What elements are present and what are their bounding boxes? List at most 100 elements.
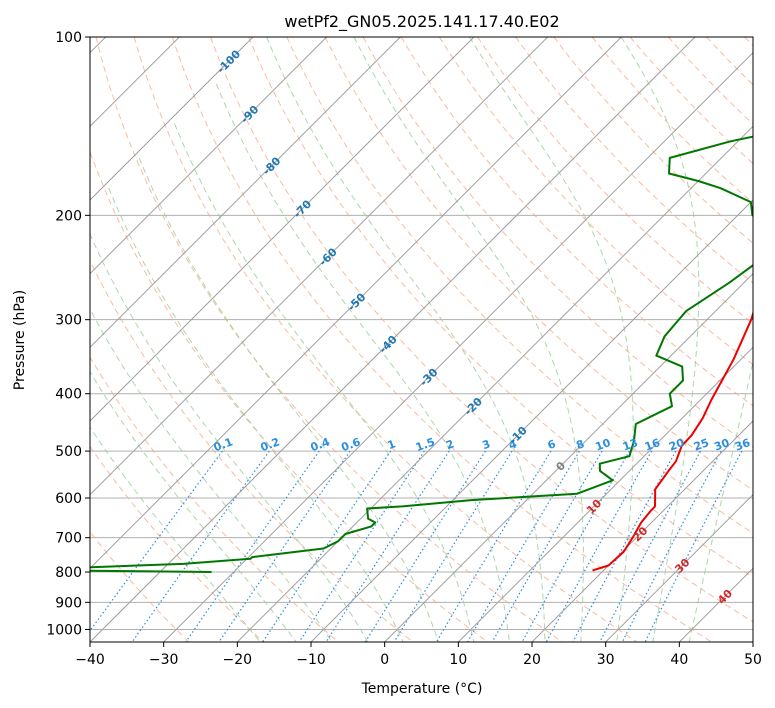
mixing-ratio-label: 1.5 — [414, 435, 437, 454]
x-tick-label: −20 — [223, 652, 253, 668]
dry-adiabat-line — [210, 37, 753, 623]
x-tick-label: 0 — [380, 652, 389, 668]
isotherm-line — [310, 199, 753, 642]
dry-adiabat-line — [90, 445, 264, 642]
x-tick-label: 40 — [670, 652, 688, 668]
y-tick-label: 900 — [55, 595, 82, 611]
dry-adiabat-line — [400, 37, 753, 407]
dry-adiabat-line — [438, 37, 753, 366]
moist-adiabat-line — [353, 37, 584, 642]
reference-lines — [90, 37, 753, 642]
isotherm-line — [90, 37, 254, 201]
dry-adiabat-line — [95, 37, 563, 642]
chart-title: wetPf2_GN05.2025.141.17.40.E02 — [284, 12, 559, 32]
y-axis-title: Pressure (hPa) — [12, 290, 28, 390]
mixing-ratio-label: 10 — [594, 436, 613, 454]
moist-adiabat-line — [90, 426, 261, 642]
x-tick-label: 30 — [597, 652, 615, 668]
dry-adiabat-line — [591, 37, 753, 204]
isotherm-line — [384, 272, 753, 642]
mixing-ratio-line — [545, 450, 653, 642]
y-tick-label: 600 — [55, 491, 82, 507]
mixing-ratio-line — [644, 450, 743, 642]
mixing-ratio-line — [521, 450, 631, 642]
x-tick-label: 50 — [744, 652, 762, 668]
mixing-ratio-label: 0.2 — [259, 435, 282, 454]
dry-adiabat-line — [248, 37, 753, 578]
isotherm-line — [90, 37, 549, 496]
mixing-ratio-label: 3 — [480, 437, 492, 452]
dry-adiabat-line — [324, 37, 753, 491]
isotherm-line — [90, 37, 696, 642]
mixing-ratio-label: 16 — [643, 436, 662, 454]
mixing-ratio-label: 30 — [712, 436, 731, 454]
y-tick-label: 200 — [55, 208, 82, 224]
mixing-ratio-label: 0.1 — [212, 435, 235, 454]
mixing-ratio-label: 20 — [667, 436, 686, 454]
x-tick-label: −40 — [75, 652, 105, 668]
isotherm-line — [90, 37, 401, 349]
isotherm-line — [90, 37, 475, 422]
mixing-ratio-label: 13 — [621, 436, 640, 453]
isotherm-line — [531, 420, 753, 642]
mixing-ratio-label: 0.6 — [340, 435, 363, 454]
mixing-ratio-label: 8 — [574, 437, 586, 452]
moist-adiabat-line — [90, 370, 297, 642]
moist-adiabat-line — [215, 83, 510, 642]
mixing-ratio-line — [218, 450, 351, 642]
mixing-ratio-line — [599, 450, 702, 642]
dry-adiabat-line — [553, 37, 753, 244]
dewpoint-profile-line — [90, 135, 753, 573]
mixing-ratio-label: 1 — [386, 437, 398, 452]
y-tick-label: 100 — [55, 30, 82, 46]
isotherm-line — [457, 346, 753, 642]
moist-adiabat-line — [90, 308, 333, 642]
mixing-ratio-label: 0.4 — [309, 435, 332, 454]
dry-adiabat-line — [133, 37, 638, 642]
mixing-ratio-line — [491, 450, 603, 642]
mixing-ratio-line — [572, 450, 677, 642]
isotherm-line — [605, 493, 753, 642]
dry-adiabat-line — [171, 37, 712, 642]
profile-lines — [90, 135, 753, 573]
mixing-ratio-line — [621, 450, 722, 642]
x-tick-label: 20 — [523, 652, 541, 668]
mixing-ratio-line — [298, 450, 425, 642]
mixing-ratio-label: 6 — [546, 437, 558, 452]
mixing-ratio-line — [262, 450, 392, 642]
mixing-ratio-label: 2 — [444, 437, 456, 452]
moist-adiabat-line — [688, 358, 753, 642]
mixing-ratio-label: 25 — [692, 436, 711, 453]
moist-adiabat-line — [620, 37, 700, 642]
moist-adiabat-line — [108, 188, 404, 642]
isotherm-line — [163, 51, 753, 642]
mixing-ratio-label: 4 — [507, 437, 519, 452]
y-tick-label: 700 — [55, 531, 82, 547]
temperature-profile-line — [592, 310, 753, 572]
plot-frame — [89, 36, 754, 643]
mixing-ratio-line — [185, 450, 320, 642]
mixing-ratio-line — [90, 450, 223, 632]
x-tick-label: −30 — [149, 652, 179, 668]
dry-adiabat-line — [90, 259, 414, 642]
isotherm-line — [90, 37, 328, 275]
moist-adiabat-line — [174, 123, 475, 642]
y-tick-label: 500 — [55, 444, 82, 460]
moist-adiabat-line — [90, 232, 369, 642]
x-tick-label: 10 — [449, 652, 467, 668]
axes: −40 −30 −20 −10 0 10 20 30 40 5010020030040050060… — [46, 30, 762, 668]
dry-adiabat-line — [90, 356, 339, 642]
isotherm-line — [90, 37, 622, 570]
y-tick-label: 400 — [55, 387, 82, 403]
y-tick-label: 300 — [55, 313, 82, 329]
x-tick-label: −10 — [296, 652, 326, 668]
y-tick-label: 800 — [55, 565, 82, 581]
dry-adiabat-line — [286, 37, 753, 534]
moist-adiabat-line — [266, 37, 546, 642]
x-axis-title: Temperature (°C) — [361, 681, 483, 697]
y-tick-label: 1000 — [46, 622, 82, 638]
mixing-ratio-label: 36 — [733, 436, 752, 454]
